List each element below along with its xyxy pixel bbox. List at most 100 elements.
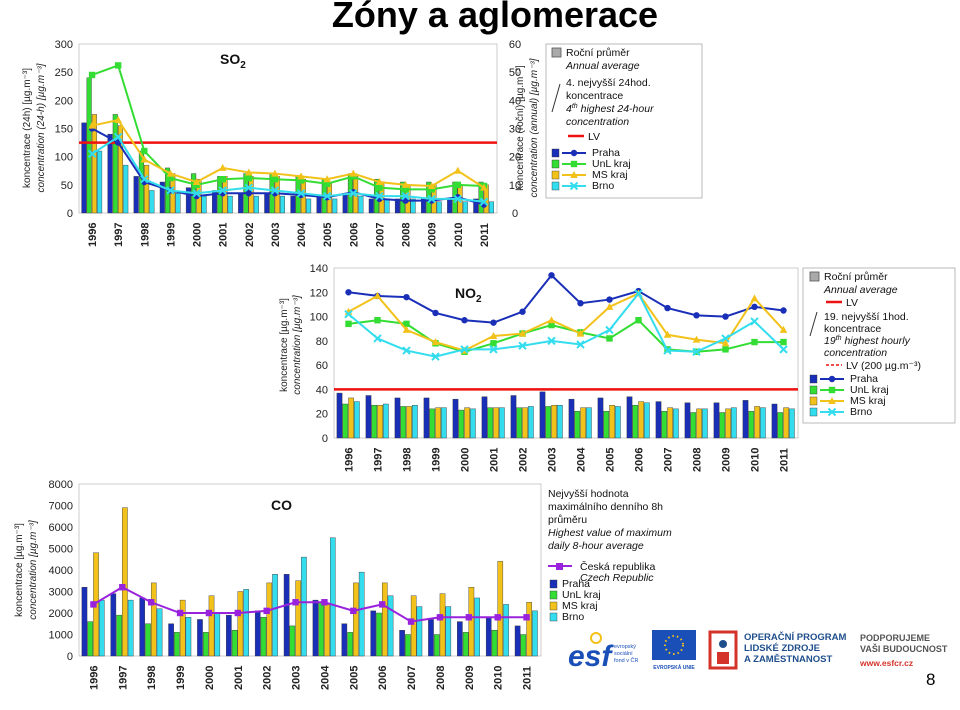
so2-point-ms-kraj (375, 178, 384, 186)
co-y-tick: 8000 (49, 479, 73, 491)
so2-y-right-tick: 60 (509, 39, 521, 51)
no2-y-tick: 120 (310, 287, 328, 299)
no2-bar-brno (586, 407, 592, 439)
no2-bar-unl-kraj (342, 403, 349, 439)
no2-bar-praha (684, 402, 691, 439)
no2-bar-brno (644, 402, 650, 439)
so2-x-tick: 1999 (165, 223, 177, 247)
so2-bar-praha (185, 187, 191, 214)
co-bar-ms-kraj (295, 580, 301, 657)
no2-bar-unl-kraj (429, 408, 436, 439)
no2-bar-praha (597, 397, 604, 439)
co-y-tick: 7000 (49, 501, 73, 513)
co-x-tick: 2007 (406, 666, 418, 690)
so2-x-tick: 2009 (427, 223, 439, 247)
no2-point-brno (518, 341, 527, 350)
so2-y-tick: 50 (61, 180, 73, 192)
no2-bar-ms-kraj (464, 407, 470, 439)
so2-point-unl-kraj (167, 174, 174, 182)
no2-legend-marker-praha (828, 375, 836, 383)
no2-bar-brno (441, 407, 447, 439)
no2-chart: 0 20 40 60 80 100 120 140 1996 1997 1998 1999 2000 2… (279, 263, 956, 472)
no2-point-brno (373, 334, 382, 343)
co-bar-praha (283, 574, 290, 657)
so2-point-brno (296, 189, 306, 198)
co-x-tick: 2001 (233, 666, 245, 690)
no2-x-tick: 2009 (721, 448, 733, 472)
no2-point-praha (519, 308, 526, 315)
co-y-tick: 0 (67, 651, 73, 663)
co-bar-praha (168, 623, 174, 657)
no2-legend-label-praha: Praha (850, 373, 878, 385)
so2-bar-brno (149, 190, 155, 214)
no2-bar-unl-kraj (487, 407, 494, 439)
no2-legend-annual-en: Annual average (823, 284, 898, 296)
so2-y-tick: 150 (55, 124, 73, 136)
footer-url[interactable]: www.esfcr.cz (860, 658, 914, 668)
so2-bar-brno (279, 195, 285, 214)
co-bar-praha (485, 617, 492, 657)
co-line-cr (92, 586, 527, 623)
no2-bar-brno (615, 406, 621, 439)
esf-logo: esf evropský sociální fond v ČR (566, 628, 646, 672)
co-bar-praha (110, 593, 117, 657)
no2-point-praha (693, 312, 700, 319)
co-bar-ms-kraj (526, 602, 532, 657)
co-x-tick: 2000 (204, 666, 216, 690)
no2-legend: Roční průměr Annual average LV 19. nejvy… (802, 267, 956, 424)
no2-bar-praha (452, 398, 459, 439)
so2-bar-praha (81, 122, 87, 214)
no2-bar-praha (771, 403, 778, 439)
support-text: PODPORUJEME VAŠI BUDOUCNOST (860, 633, 947, 655)
so2-legend-marker-brno (569, 181, 579, 191)
no2-point-brno (750, 317, 759, 326)
co-bar-brno (127, 599, 134, 657)
so2-bar-praha (133, 176, 139, 214)
co-bar-praha (139, 597, 146, 657)
so2-point-unl-kraj (402, 186, 409, 193)
co-bar-praha (399, 630, 405, 657)
so2-bar-praha (107, 133, 113, 214)
no2-line-brno (347, 291, 785, 358)
co-y-tick: 2000 (49, 608, 73, 620)
so2-legend-24h-cs1: 4. nejvyšší 24hod. (566, 77, 651, 89)
no2-y-left-ticks: 0 20 40 60 80 100 120 140 (310, 263, 328, 445)
so2-legend-label-unl-kraj: UnL kraj (592, 158, 631, 170)
no2-point-ms-kraj (431, 338, 440, 346)
co-x-tick: 1996 (88, 666, 100, 690)
co-bar-unl-kraj (520, 634, 527, 657)
co-bar-brno (185, 617, 192, 657)
no2-point-ms-kraj (663, 330, 672, 338)
no2-bar-brno (789, 408, 795, 439)
so2-point-brno (113, 132, 123, 142)
no2-line-unl-kraj (348, 318, 784, 353)
so2-point-brno (401, 191, 410, 201)
co-bar-brno (243, 589, 249, 657)
so2-legend-annual-swatch (551, 47, 562, 58)
co-bar-brno (99, 599, 105, 657)
no2-bar-ms-kraj (638, 401, 644, 439)
co-bar-brno (474, 597, 480, 657)
no2-bar-brno (528, 406, 534, 439)
no2-point-ms-kraj (576, 329, 585, 337)
no2-bar-ms-kraj (377, 405, 383, 439)
no2-y-label-cs: koncentrace [µg.m⁻³] (279, 298, 290, 392)
co-bar-unl-kraj (174, 632, 180, 657)
co-bar-brno (330, 537, 336, 657)
no2-legend-label-brno: Brno (850, 406, 872, 418)
no2-bar-praha (713, 402, 720, 439)
no2-point-brno (402, 346, 411, 355)
co-bar-unl-kraj (231, 630, 238, 657)
no2-point-unl-kraj (780, 338, 787, 346)
co-bar-praha (197, 619, 203, 657)
so2-y-left-label-cs: koncentrace (24h) [µg.m⁻³] (22, 68, 33, 188)
so2-x-tick: 2000 (192, 223, 204, 247)
co-bar-brno (214, 612, 221, 657)
so2-point-brno (270, 186, 280, 195)
so2-legend-label-ms-kraj: MS kraj (592, 169, 628, 181)
no2-bar-ms-kraj (783, 407, 789, 439)
co-bar-unl-kraj (260, 617, 267, 657)
co-legend-swatch-unl-kraj (549, 590, 558, 600)
no2-legend-lv: LV (846, 297, 858, 309)
